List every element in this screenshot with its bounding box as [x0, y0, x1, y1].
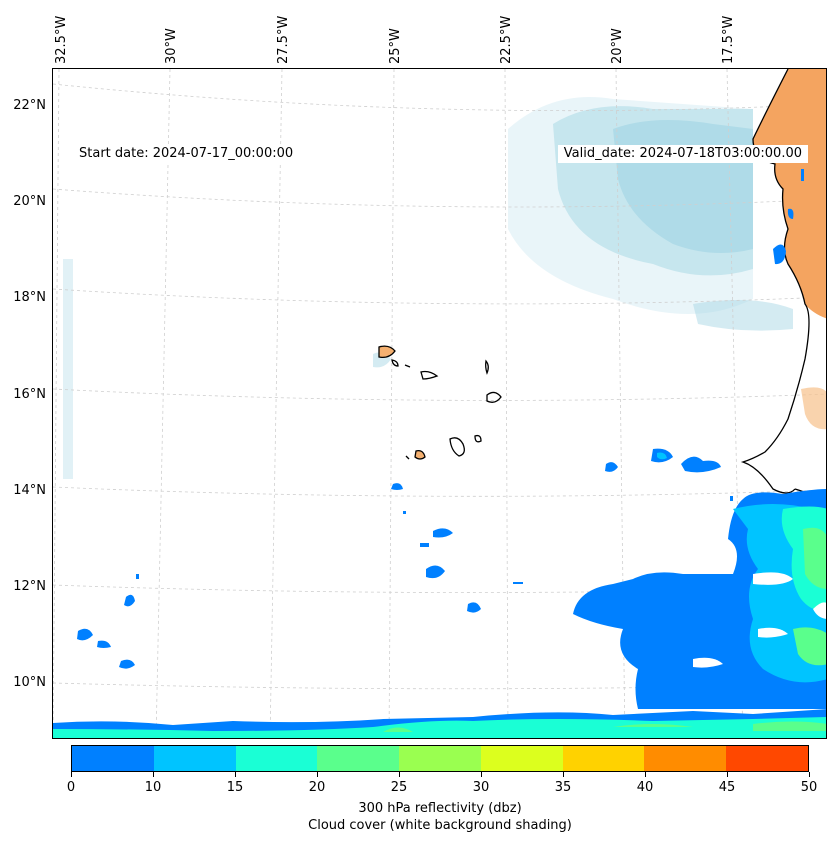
colorbar-tick: [809, 772, 810, 777]
lon-label: 22.5°W: [499, 15, 514, 64]
colorbar-segment: [72, 746, 154, 771]
lat-label: 18°N: [13, 290, 46, 305]
colorbar-tick-label: 10: [144, 780, 162, 795]
lat-label: 14°N: [13, 483, 46, 498]
colorbar-segment: [153, 746, 236, 771]
colorbar-segment: [726, 746, 809, 771]
lat-label: 16°N: [13, 387, 46, 402]
lon-label: 25°W: [388, 28, 403, 64]
lon-label: 27.5°W: [276, 15, 291, 64]
colorbar-tick-label: 40: [636, 780, 654, 795]
colorbar-tick-label: 35: [554, 780, 572, 795]
colorbar-segment: [480, 746, 563, 771]
lon-label: 17.5°W: [721, 15, 736, 64]
colorbar-label: 300 hPa reflectivity (dbz): [358, 801, 522, 816]
lat-label: 22°N: [13, 98, 46, 113]
colorbar-tick-label: 20: [308, 780, 326, 795]
valid-date-label: Valid_date: 2024-07-18T03:00:00.00: [557, 145, 808, 163]
colorbar-segment: [644, 746, 727, 771]
start-date-label: Start date: 2024-07-17_00:00:00: [73, 145, 300, 163]
colorbar-tick: [317, 772, 318, 777]
colorbar-tick: [727, 772, 728, 777]
reflectivity: [53, 169, 826, 738]
colorbar-tick: [71, 772, 72, 777]
lat-label: 12°N: [13, 579, 46, 594]
colorbar-tick-label: 45: [718, 780, 736, 795]
colorbar-tick: [153, 772, 154, 777]
colorbar-segment: [317, 746, 400, 771]
colorbar-segment: [235, 746, 318, 771]
colorbar-tick: [563, 772, 564, 777]
colorbar-segment: [399, 746, 481, 771]
colorbar-tick-label: 25: [390, 780, 408, 795]
colorbar-tick: [645, 772, 646, 777]
lat-label: 10°N: [13, 675, 46, 690]
colorbar: [71, 745, 809, 772]
colorbar-tick-label: 30: [472, 780, 490, 795]
colorbar-tick-label: 0: [66, 780, 76, 795]
map-frame: Start date: 2024-07-17_00:00:00 Valid_da…: [52, 68, 827, 739]
colorbar-segment: [562, 746, 645, 771]
colorbar-tick: [399, 772, 400, 777]
lon-label: 30°W: [164, 28, 179, 64]
lat-label: 20°N: [13, 194, 46, 209]
colorbar-sublabel: Cloud cover (white background shading): [308, 818, 572, 833]
colorbar-tick-label: 15: [226, 780, 244, 795]
map-canvas: [53, 69, 826, 738]
colorbar-tick: [235, 772, 236, 777]
colorbar-tick: [481, 772, 482, 777]
colorbar-tick-label: 50: [800, 780, 818, 795]
lon-label: 32.5°W: [54, 15, 69, 64]
lon-label: 20°W: [610, 28, 625, 64]
